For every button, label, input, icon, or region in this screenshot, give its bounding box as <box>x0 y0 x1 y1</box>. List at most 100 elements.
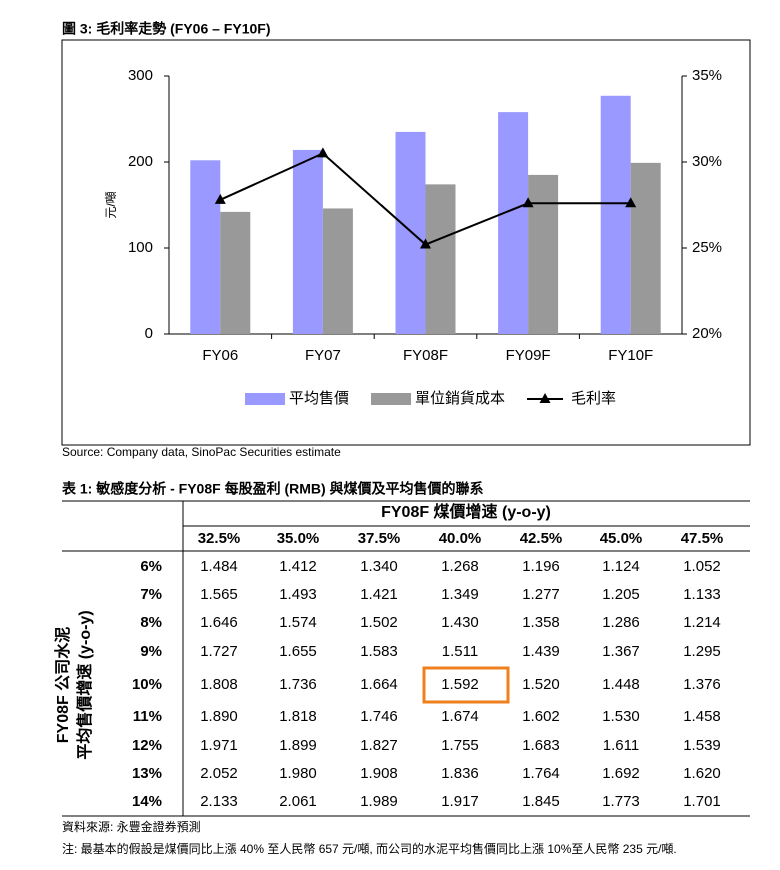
legend-label: 平均售價 <box>289 390 349 407</box>
cell: 2.052 <box>200 765 238 782</box>
bar <box>528 174 559 334</box>
x-tick-label: FY07 <box>305 347 341 364</box>
cell: 2.061 <box>279 793 317 810</box>
cell: 1.827 <box>360 737 398 754</box>
cell: 1.565 <box>200 586 238 603</box>
column-header: 37.5% <box>358 530 401 547</box>
note: 注: 最基本的假設是煤價同比上漲 40% 至人民幣 657 元/噸, 而公司的水… <box>62 841 677 856</box>
bar <box>498 112 529 335</box>
marker <box>214 193 226 204</box>
cell: 1.448 <box>602 676 640 693</box>
cell: 1.727 <box>200 643 238 660</box>
x-tick-label: FY06 <box>202 347 238 364</box>
bar <box>600 95 631 334</box>
bar <box>190 160 221 334</box>
bar <box>630 162 661 334</box>
table-caption: 表 1: 敏感度分析 - FY08F 每股盈利 (RMB) 與煤價及平均售價的聯… <box>61 481 484 497</box>
cell: 1.989 <box>360 793 398 810</box>
row-label: 10% <box>132 676 162 693</box>
cell: 2.133 <box>200 793 238 810</box>
cell: 1.349 <box>441 586 479 603</box>
y2-tick-label: 25% <box>692 239 722 256</box>
cell: 1.511 <box>442 643 478 660</box>
legend-label: 毛利率 <box>571 390 616 407</box>
bar <box>322 208 353 334</box>
row-label: 13% <box>132 765 162 782</box>
cell: 1.052 <box>683 558 721 575</box>
y-tick-label: 0 <box>145 325 153 342</box>
y2-tick-label: 35% <box>692 67 722 84</box>
cell: 1.421 <box>360 586 398 603</box>
column-header: 35.0% <box>277 530 320 547</box>
cell: 1.412 <box>279 558 317 575</box>
column-header: 32.5% <box>198 530 241 547</box>
cell: 1.520 <box>522 676 560 693</box>
cell: 1.268 <box>441 558 479 575</box>
y-tick-label: 200 <box>128 153 153 170</box>
legend-label: 單位銷貨成本 <box>415 390 505 407</box>
cell: 1.295 <box>683 643 721 660</box>
cell: 1.277 <box>522 586 560 603</box>
cell: 1.655 <box>279 643 317 660</box>
cell: 1.674 <box>441 708 479 725</box>
row-label: 6% <box>140 558 162 575</box>
cell: 1.539 <box>683 737 721 754</box>
cell: 1.367 <box>602 643 640 660</box>
cell: 1.808 <box>200 676 238 693</box>
marker <box>625 197 637 208</box>
cell: 1.845 <box>522 793 560 810</box>
cell: 1.458 <box>683 708 721 725</box>
cell: 1.133 <box>683 586 721 603</box>
cell: 1.602 <box>522 708 560 725</box>
x-tick-label: FY09F <box>506 347 551 364</box>
row-group-header: FY08F 公司水泥 <box>53 627 72 743</box>
cell: 1.664 <box>360 676 398 693</box>
legend-swatch <box>539 393 551 403</box>
cell: 1.205 <box>602 586 640 603</box>
chart-frame <box>61 39 751 446</box>
column-group-header: FY08F 煤價增速 (y-o-y) <box>381 502 551 521</box>
source: Source: Company data, SinoPac Securities… <box>62 445 341 459</box>
cell: 1.358 <box>522 614 560 631</box>
cell: 1.646 <box>200 614 238 631</box>
bar <box>292 149 323 334</box>
y-axis-label: 元/噸 <box>104 191 118 218</box>
cell: 1.908 <box>360 765 398 782</box>
cell: 1.286 <box>602 614 640 631</box>
cell: 1.493 <box>279 586 317 603</box>
cell: 1.340 <box>360 558 398 575</box>
y-tick-label: 100 <box>128 239 153 256</box>
bar <box>395 131 426 334</box>
highlight <box>422 666 510 704</box>
cell: 1.439 <box>522 643 560 660</box>
bar <box>425 184 456 334</box>
column-header: 47.5% <box>681 530 724 547</box>
bar <box>220 211 251 334</box>
row-label: 8% <box>140 614 162 631</box>
y2-tick-label: 20% <box>692 325 722 342</box>
cell: 1.430 <box>441 614 479 631</box>
figure-caption: 圖 3: 毛利率走勢 (FY06 – FY10F) <box>62 21 270 37</box>
marker <box>317 147 329 158</box>
row-label: 7% <box>140 586 162 603</box>
cell: 1.746 <box>360 708 398 725</box>
cell: 1.836 <box>441 765 479 782</box>
cell: 1.971 <box>200 737 238 754</box>
cell: 1.196 <box>522 558 560 575</box>
x-tick-label: FY08F <box>403 347 448 364</box>
cell: 1.683 <box>522 737 560 754</box>
cell: 1.773 <box>602 793 640 810</box>
legend-swatch <box>245 393 285 405</box>
cell: 1.899 <box>279 737 317 754</box>
cell: 1.502 <box>360 614 398 631</box>
cell: 1.620 <box>683 765 721 782</box>
cell: 1.818 <box>279 708 317 725</box>
column-header: 40.0% <box>439 530 482 547</box>
cell: 1.124 <box>602 558 640 575</box>
cell: 1.890 <box>200 708 238 725</box>
cell: 1.980 <box>279 765 317 782</box>
row-label: 12% <box>132 737 162 754</box>
row-label: 14% <box>132 793 162 810</box>
note: 資料來源: 永豐金證券預測 <box>62 819 201 834</box>
